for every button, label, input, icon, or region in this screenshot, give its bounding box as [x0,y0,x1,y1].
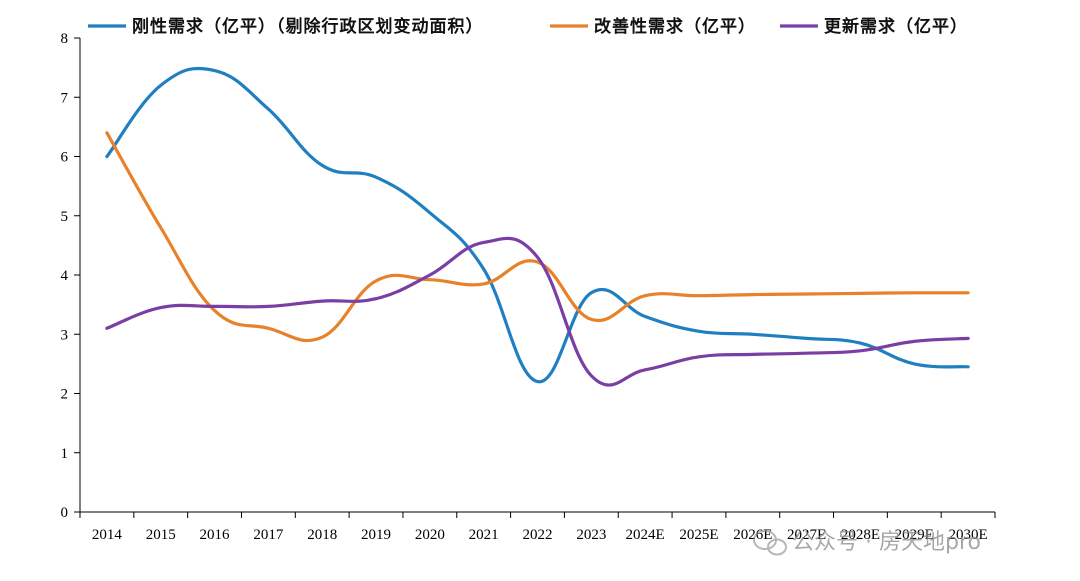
series-line-1 [105,66,970,384]
x-tick-label: 2028E [841,527,880,543]
x-tick-label: 2020 [415,527,445,543]
legend-label-3: 更新需求（亿平） [824,16,968,37]
y-tick-label: 1 [61,446,69,462]
watermark-text: 公众号 · 房天地pro [792,530,981,555]
wechat-icon [753,530,787,556]
x-tick-label: 2014 [92,527,123,543]
y-tick-label: 7 [61,90,69,106]
series-group [105,66,970,387]
y-tick-label: 2 [61,387,69,403]
axes: 0 1 2 3 4 5 6 7 8 2014 2015 2016 2017 2018 2019 2020 202… [61,31,996,543]
x-tick-label: 2015 [146,527,176,543]
y-tick-label: 3 [61,327,69,343]
x-tick-label: 2017 [253,527,284,543]
y-tick-label: 5 [61,209,69,225]
x-tick-label: 2025E [679,527,718,543]
x-tick-label: 2019 [361,527,391,543]
x-tick-label: 2022 [523,527,553,543]
legend-label-2: 改善性需求（亿平） [594,16,756,37]
series-line-3 [105,236,970,387]
watermark: 公众号 · 房天地pro [753,530,981,556]
x-tick-label: 2016 [200,527,231,543]
x-tick-label: 2026E [733,527,772,543]
x-tick-label: 2021 [469,527,499,543]
legend: 刚性需求（亿平）（剔除行政区划变动面积） 改善性需求（亿平） 更新需求（亿平） [88,16,968,37]
y-tick-label: 6 [61,150,69,166]
y-tick-label: 0 [61,505,69,521]
legend-label-1: 刚性需求（亿平）（剔除行政区划变动面积） [132,16,484,37]
x-tick-label: 2029E [895,527,934,543]
y-tick-label: 8 [61,31,69,47]
x-tick-label: 2027E [787,527,826,543]
x-tick-label: 2024E [626,527,665,543]
y-tick-label: 4 [61,268,69,284]
x-tick-label: 2018 [307,527,337,543]
series-line-2 [105,131,970,343]
x-tick-label: 2030E [949,527,988,543]
x-tick-label: 2023 [576,527,606,543]
